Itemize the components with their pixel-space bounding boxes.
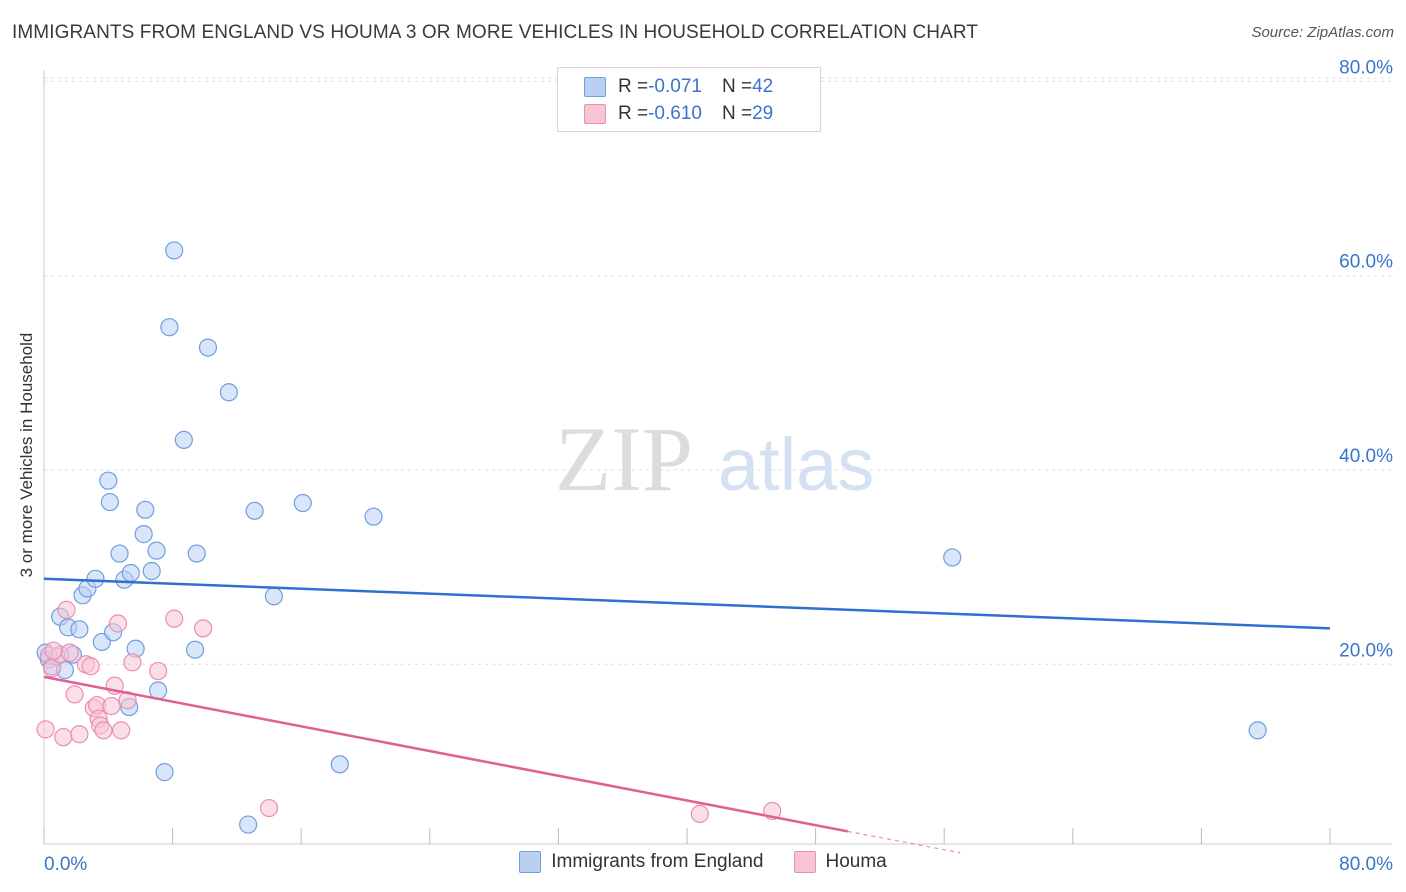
houma-point	[81, 657, 100, 676]
y-tick-label: 40.0%	[1339, 446, 1393, 467]
tick-labels: 20.0% 40.0% 60.0% 80.0% 0.0% 80.0%	[44, 57, 1393, 875]
england-point	[160, 318, 179, 337]
houma-point	[42, 659, 62, 678]
y-tick-label: 80.0%	[1339, 57, 1393, 78]
england-point	[174, 430, 193, 449]
england-point	[136, 500, 155, 519]
trend-lines	[43, 577, 1331, 854]
england-point	[187, 544, 206, 563]
houma-point	[36, 720, 55, 739]
legend-label: Houma	[825, 851, 887, 872]
r-value: -0.610	[648, 103, 702, 124]
n-value: 42	[752, 76, 774, 97]
data-points	[36, 241, 1267, 834]
x-tick-label: 80.0%	[1339, 854, 1393, 875]
n-label: N =	[721, 76, 753, 97]
england-point	[239, 815, 258, 834]
england-point	[186, 640, 205, 659]
watermark-atlas: atlas	[718, 423, 874, 506]
england-point	[99, 471, 118, 490]
england-point	[147, 541, 166, 560]
pink-swatch	[584, 104, 606, 124]
x-tick-label: 0.0%	[44, 854, 87, 875]
legend-item-houma[interactable]: Houma	[793, 851, 887, 873]
chart-title: IMMIGRANTS FROM ENGLAND VS HOUMA 3 OR MO…	[12, 22, 979, 43]
houma-point	[149, 661, 168, 681]
houma-point	[112, 721, 131, 740]
england-point	[110, 544, 129, 563]
watermark: ZIP atlas	[555, 408, 874, 510]
houma-point	[57, 600, 76, 619]
houma-point	[165, 609, 184, 628]
axes	[43, 70, 1392, 845]
houma-point	[54, 728, 73, 747]
r-value: -0.071	[648, 76, 702, 97]
england-point	[219, 383, 238, 402]
pink-swatch	[793, 851, 816, 873]
houma-point	[94, 721, 113, 740]
houma-point	[65, 685, 84, 704]
england-point	[155, 763, 174, 782]
houma-trend-extension	[847, 830, 961, 854]
england-point	[264, 587, 283, 606]
england-point	[70, 620, 89, 639]
legend-item-england[interactable]: Immigrants from England	[519, 851, 764, 873]
r-label: R =	[618, 103, 649, 124]
n-label: N =	[721, 103, 753, 124]
houma-point	[44, 641, 63, 660]
legend: Immigrants from England Houma	[0, 851, 1406, 873]
blue-swatch	[519, 851, 542, 873]
england-point	[1248, 721, 1267, 740]
england-point	[245, 501, 264, 520]
houma-point	[70, 725, 89, 744]
houma-point	[194, 619, 213, 638]
y-tick-label: 60.0%	[1339, 252, 1393, 273]
houma-point	[108, 614, 128, 633]
y-tick-label: 20.0%	[1339, 640, 1393, 661]
england-point	[86, 569, 105, 588]
stats-row-england: R = -0.071 N = 42	[584, 75, 773, 99]
england-point	[100, 492, 120, 512]
n-value: 29	[752, 103, 774, 124]
england-point	[121, 563, 140, 583]
houma-point	[690, 804, 709, 823]
blue-swatch	[584, 77, 606, 97]
england-point	[142, 561, 161, 581]
england-point	[165, 241, 184, 260]
houma-point	[123, 653, 142, 672]
houma-point	[259, 798, 279, 818]
stats-legend: R = -0.071 N = 42 R = -0.610 N = 29	[557, 67, 821, 132]
england-point	[293, 493, 312, 513]
england-point	[134, 525, 153, 544]
stats-row-houma: R = -0.610 N = 29	[584, 102, 773, 126]
england-point	[198, 338, 218, 357]
watermark-zip: ZIP	[555, 408, 693, 510]
source-label: Source: ZipAtlas.com	[1251, 24, 1394, 41]
england-point	[330, 755, 349, 774]
r-label: R =	[618, 76, 649, 97]
gridlines	[44, 77, 1392, 665]
england-trend-line	[43, 577, 1331, 630]
houma-point	[102, 696, 121, 716]
england-point	[364, 507, 383, 526]
houma-trend-line	[43, 675, 848, 833]
england-point	[943, 548, 962, 567]
legend-label: Immigrants from England	[551, 851, 764, 872]
houma-point	[60, 643, 79, 662]
